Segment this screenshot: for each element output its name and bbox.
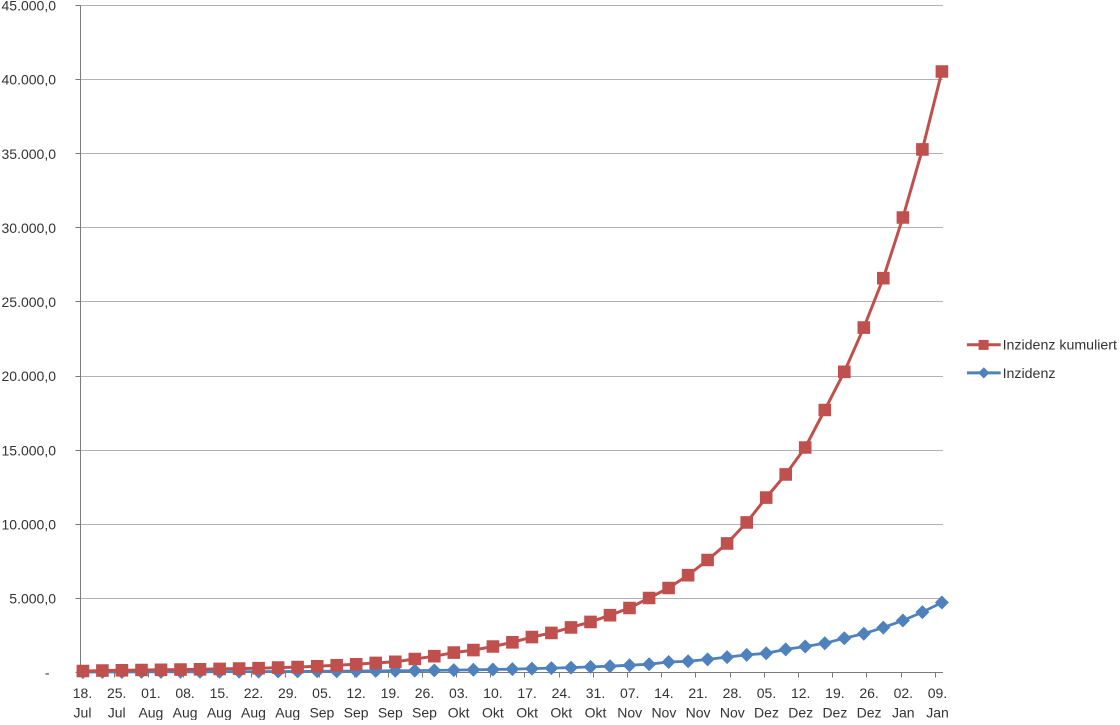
svg-text:08.: 08.	[175, 685, 194, 701]
svg-text:21.: 21.	[688, 685, 707, 701]
svg-text:Okt: Okt	[482, 705, 504, 721]
svg-text:03.: 03.	[449, 685, 468, 701]
svg-text:Okt: Okt	[585, 705, 607, 721]
svg-text:05.: 05.	[312, 685, 331, 701]
svg-text:Dez: Dez	[788, 705, 813, 721]
svg-text:28.: 28.	[723, 685, 742, 701]
svg-text:Jul: Jul	[108, 705, 126, 721]
svg-text:24.: 24.	[552, 685, 571, 701]
svg-text:Sep: Sep	[378, 705, 403, 721]
svg-text:Nov: Nov	[686, 705, 711, 721]
svg-text:01.: 01.	[141, 685, 160, 701]
svg-text:Inzidenz kumuliert: Inzidenz kumuliert	[1003, 338, 1117, 354]
svg-text:Nov: Nov	[651, 705, 676, 721]
svg-text:07.: 07.	[620, 685, 639, 701]
svg-text:Okt: Okt	[516, 705, 538, 721]
svg-text:09.: 09.	[928, 685, 947, 701]
svg-text:Aug: Aug	[207, 705, 232, 721]
svg-text:20.000,0: 20.000,0	[2, 368, 57, 384]
svg-text:15.: 15.	[210, 685, 229, 701]
svg-text:19.: 19.	[825, 685, 844, 701]
svg-text:15.000,0: 15.000,0	[2, 442, 57, 458]
svg-text:12.: 12.	[346, 685, 365, 701]
svg-text:30.000,0: 30.000,0	[2, 220, 57, 236]
svg-text:Sep: Sep	[344, 705, 369, 721]
svg-text:-: -	[45, 665, 50, 681]
svg-text:Jan: Jan	[926, 705, 949, 721]
svg-text:31.: 31.	[586, 685, 605, 701]
svg-text:45.000,0: 45.000,0	[2, 0, 57, 14]
svg-text:Inzidenz: Inzidenz	[1003, 366, 1056, 382]
svg-text:18.: 18.	[73, 685, 92, 701]
svg-text:Dez: Dez	[822, 705, 847, 721]
svg-text:Okt: Okt	[550, 705, 572, 721]
svg-text:Sep: Sep	[412, 705, 437, 721]
svg-text:26.: 26.	[415, 685, 434, 701]
svg-text:10.000,0: 10.000,0	[2, 516, 57, 532]
svg-text:14.: 14.	[654, 685, 673, 701]
svg-text:17.: 17.	[517, 685, 536, 701]
svg-text:05.: 05.	[757, 685, 776, 701]
svg-text:5.000,0: 5.000,0	[9, 591, 56, 607]
svg-text:25.: 25.	[107, 685, 126, 701]
svg-text:29.: 29.	[278, 685, 297, 701]
svg-text:Aug: Aug	[173, 705, 198, 721]
svg-text:12.: 12.	[791, 685, 810, 701]
svg-text:Aug: Aug	[275, 705, 300, 721]
svg-text:26.: 26.	[859, 685, 878, 701]
svg-text:25.000,0: 25.000,0	[2, 294, 57, 310]
svg-text:Aug: Aug	[241, 705, 266, 721]
svg-text:Sep: Sep	[309, 705, 334, 721]
svg-text:22.: 22.	[244, 685, 263, 701]
svg-text:Dez: Dez	[857, 705, 882, 721]
svg-text:Jan: Jan	[892, 705, 915, 721]
svg-text:10.: 10.	[483, 685, 502, 701]
svg-text:Okt: Okt	[448, 705, 470, 721]
svg-text:Nov: Nov	[617, 705, 642, 721]
svg-text:Aug: Aug	[138, 705, 163, 721]
svg-text:35.000,0: 35.000,0	[2, 146, 57, 162]
svg-text:19.: 19.	[381, 685, 400, 701]
svg-text:Dez: Dez	[754, 705, 779, 721]
svg-text:Jul: Jul	[74, 705, 92, 721]
svg-text:02.: 02.	[894, 685, 913, 701]
svg-text:40.000,0: 40.000,0	[2, 72, 57, 88]
svg-text:Nov: Nov	[720, 705, 745, 721]
